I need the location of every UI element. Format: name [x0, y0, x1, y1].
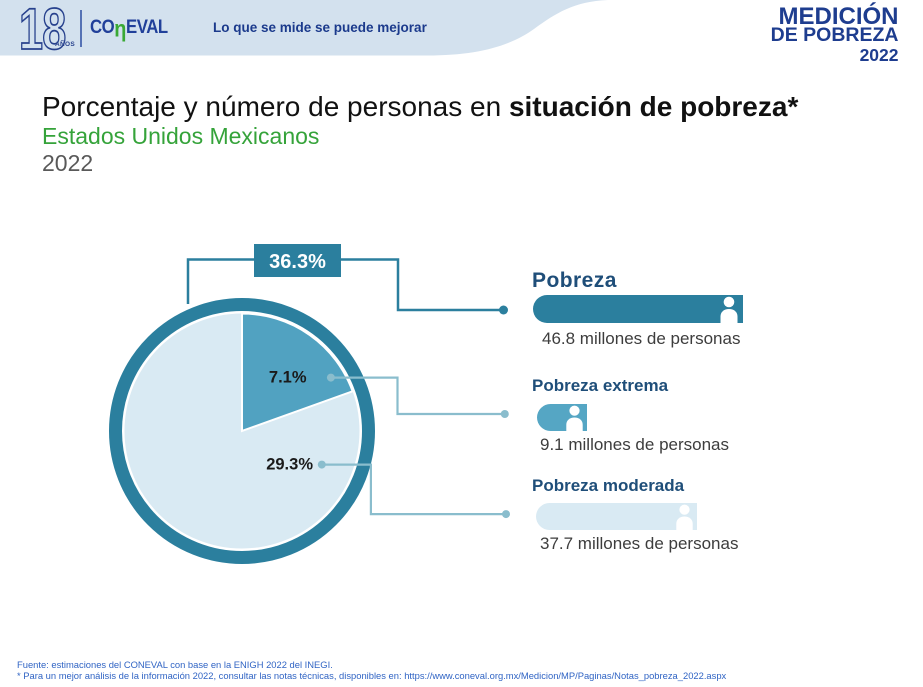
- svg-text:7.1%: 7.1%: [269, 369, 307, 387]
- svg-text:36.3%: 36.3%: [269, 251, 326, 273]
- svg-text:29.3%: 29.3%: [266, 456, 313, 474]
